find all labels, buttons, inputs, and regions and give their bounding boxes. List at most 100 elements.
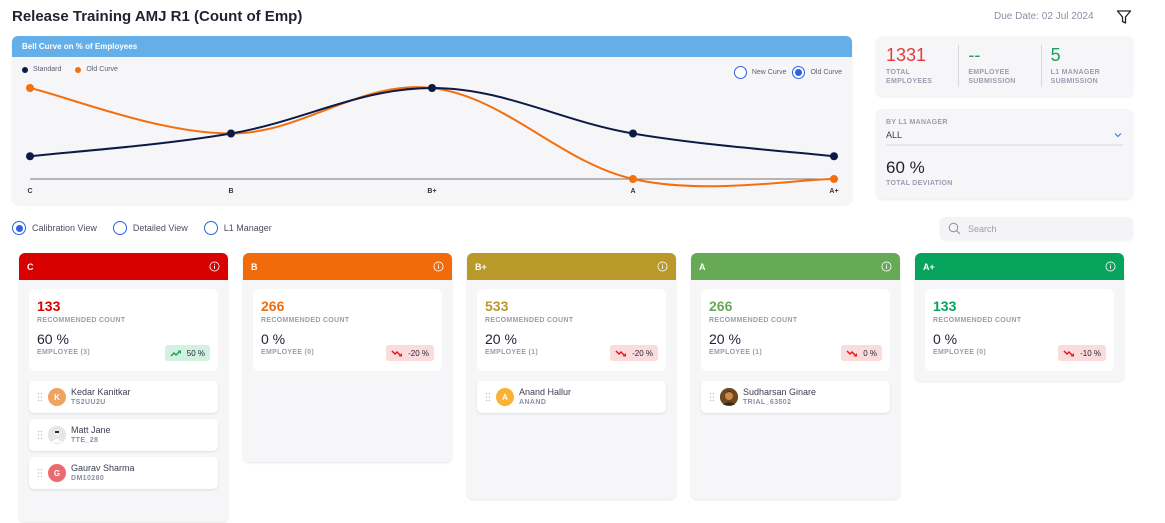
legend-dot-icon bbox=[75, 66, 82, 73]
radio-icon[interactable] bbox=[112, 221, 127, 235]
kpi-value: -- bbox=[968, 45, 981, 65]
employee-name: Anand Hallur bbox=[519, 387, 572, 397]
trend-down-icon bbox=[615, 349, 627, 357]
radio-icon[interactable] bbox=[203, 221, 218, 235]
employee-info: Matt Jane TTE_28 bbox=[71, 425, 111, 445]
trend-down-icon bbox=[1063, 349, 1075, 357]
info-icon[interactable] bbox=[209, 261, 220, 272]
drag-handle-icon[interactable] bbox=[709, 392, 715, 402]
drag-handle-icon[interactable] bbox=[37, 468, 43, 478]
kpi-label-line: EMPLOYEES bbox=[886, 78, 933, 85]
grade-column: A+ 133 RECOMMENDED COUNT 0 % EMPLOYEE (0… bbox=[915, 253, 1124, 381]
employee-code: TS2UU2U bbox=[71, 399, 106, 406]
info-icon[interactable] bbox=[881, 261, 892, 272]
deviation-value: -10 % bbox=[1080, 348, 1101, 358]
data-point-standard[interactable] bbox=[830, 152, 838, 161]
data-point-old-curve[interactable] bbox=[26, 84, 34, 92]
x-tick-label: A bbox=[630, 188, 635, 195]
manager-select[interactable]: ALL bbox=[886, 130, 1123, 146]
employee-name: Matt Jane bbox=[71, 425, 111, 435]
deviation-badge: -20 % bbox=[610, 345, 658, 361]
kpi-label-line: L1 MANAGER bbox=[1050, 69, 1100, 76]
column-header: A+ bbox=[915, 253, 1124, 280]
employee-info: Anand Hallur ANAND bbox=[519, 387, 571, 407]
avatar: A bbox=[496, 388, 514, 406]
employee-count-label: EMPLOYEE (0) bbox=[261, 349, 314, 356]
column-header: B+ bbox=[467, 253, 676, 280]
curve-toggle: New Curve Old Curve bbox=[733, 66, 842, 79]
data-point-standard[interactable] bbox=[428, 84, 436, 92]
chart-title: Bell Curve on % of Employees bbox=[12, 36, 852, 57]
recommended-count: 133 bbox=[933, 298, 957, 314]
new-curve-radio[interactable]: New Curve bbox=[733, 66, 786, 79]
employee-percent: 20 % bbox=[709, 331, 741, 347]
x-tick-label: A+ bbox=[829, 188, 838, 195]
data-point-standard[interactable] bbox=[26, 152, 34, 161]
info-icon[interactable] bbox=[433, 261, 444, 272]
detailed-view-radio[interactable]: Detailed View bbox=[112, 221, 188, 235]
recommended-count-label: RECOMMENDED COUNT bbox=[485, 317, 574, 324]
avatar-photo-icon bbox=[720, 388, 738, 406]
drag-handle-icon[interactable] bbox=[485, 392, 491, 402]
info-icon[interactable] bbox=[657, 261, 668, 272]
recommended-count: 266 bbox=[261, 298, 285, 314]
drag-handle-icon[interactable] bbox=[37, 430, 43, 440]
data-point-standard[interactable] bbox=[629, 129, 637, 138]
employee-info: Kedar Kanitkar TS2UU2U bbox=[71, 387, 131, 407]
recommended-count-label: RECOMMENDED COUNT bbox=[37, 317, 126, 324]
drag-handle-icon[interactable] bbox=[37, 392, 43, 402]
filter-icon[interactable] bbox=[1116, 9, 1132, 25]
data-point-old-curve[interactable] bbox=[830, 175, 838, 183]
search-input[interactable] bbox=[968, 223, 1118, 234]
data-point-old-curve[interactable] bbox=[629, 175, 637, 183]
employee-list: Sudharsan Ginare TRIAL_63502 bbox=[701, 381, 890, 413]
stat-card: 133 RECOMMENDED COUNT 0 % EMPLOYEE (0) -… bbox=[925, 289, 1114, 371]
chevron-down-icon[interactable] bbox=[1113, 130, 1123, 140]
employee-card[interactable]: Sudharsan Ginare TRIAL_63502 bbox=[701, 381, 890, 413]
total-deviation-label: TOTAL DEVIATION bbox=[886, 180, 953, 187]
avatar-initial: K bbox=[54, 392, 60, 402]
grade-label: A bbox=[699, 261, 706, 272]
deviation-value: 0 % bbox=[863, 348, 877, 358]
l1-manager-view-radio[interactable]: L1 Manager bbox=[203, 221, 272, 235]
legend-label: Standard bbox=[33, 66, 62, 73]
employee-card[interactable]: G Gaurav Sharma DM10280 bbox=[29, 457, 218, 489]
page-title: Release Training AMJ R1 (Count of Emp) bbox=[12, 8, 303, 25]
radio-checked-icon[interactable] bbox=[792, 66, 806, 79]
recommended-count-label: RECOMMENDED COUNT bbox=[709, 317, 798, 324]
avatar-photo-icon bbox=[48, 426, 66, 444]
column-header: A bbox=[691, 253, 900, 280]
stat-card: 266 RECOMMENDED COUNT 0 % EMPLOYEE (0) -… bbox=[253, 289, 442, 371]
employee-list: K Kedar Kanitkar TS2UU2U bbox=[29, 381, 218, 489]
recommended-count-label: RECOMMENDED COUNT bbox=[261, 317, 350, 324]
grade-label: B+ bbox=[475, 261, 487, 272]
radio-label: Detailed View bbox=[132, 223, 188, 233]
deviation-badge: 0 % bbox=[841, 345, 882, 361]
legend-label: Old Curve bbox=[86, 66, 118, 73]
old-curve-radio[interactable]: Old Curve bbox=[792, 66, 842, 79]
avatar bbox=[48, 426, 66, 444]
kpi-label-line: EMPLOYEE bbox=[968, 69, 1010, 76]
employee-card[interactable]: Matt Jane TTE_28 bbox=[29, 419, 218, 451]
info-icon[interactable] bbox=[1105, 261, 1116, 272]
deviation-badge: -20 % bbox=[386, 345, 434, 361]
kpi-value: 1331 bbox=[886, 45, 927, 65]
calibration-view-radio[interactable]: Calibration View bbox=[12, 221, 97, 235]
stat-card: 533 RECOMMENDED COUNT 20 % EMPLOYEE (1) … bbox=[477, 289, 666, 371]
radio-checked-icon[interactable] bbox=[12, 221, 26, 235]
search-box[interactable] bbox=[940, 217, 1133, 240]
data-point-standard[interactable] bbox=[227, 129, 235, 138]
trend-down-icon bbox=[846, 349, 858, 357]
deviation-badge: 50 % bbox=[164, 345, 210, 361]
avatar: K bbox=[48, 388, 66, 406]
x-tick-label: C bbox=[27, 188, 32, 195]
employee-card[interactable]: K Kedar Kanitkar TS2UU2U bbox=[29, 381, 218, 413]
employee-count-label: EMPLOYEE (1) bbox=[485, 349, 538, 356]
view-selector: Calibration View Detailed View L1 Manage… bbox=[12, 221, 272, 235]
recommended-count: 266 bbox=[709, 298, 733, 314]
total-deviation-value: 60 % bbox=[886, 158, 925, 177]
legend-item-old-curve: Old Curve bbox=[75, 66, 118, 73]
radio-icon[interactable] bbox=[733, 66, 747, 79]
employee-card[interactable]: A Anand Hallur ANAND bbox=[477, 381, 666, 413]
